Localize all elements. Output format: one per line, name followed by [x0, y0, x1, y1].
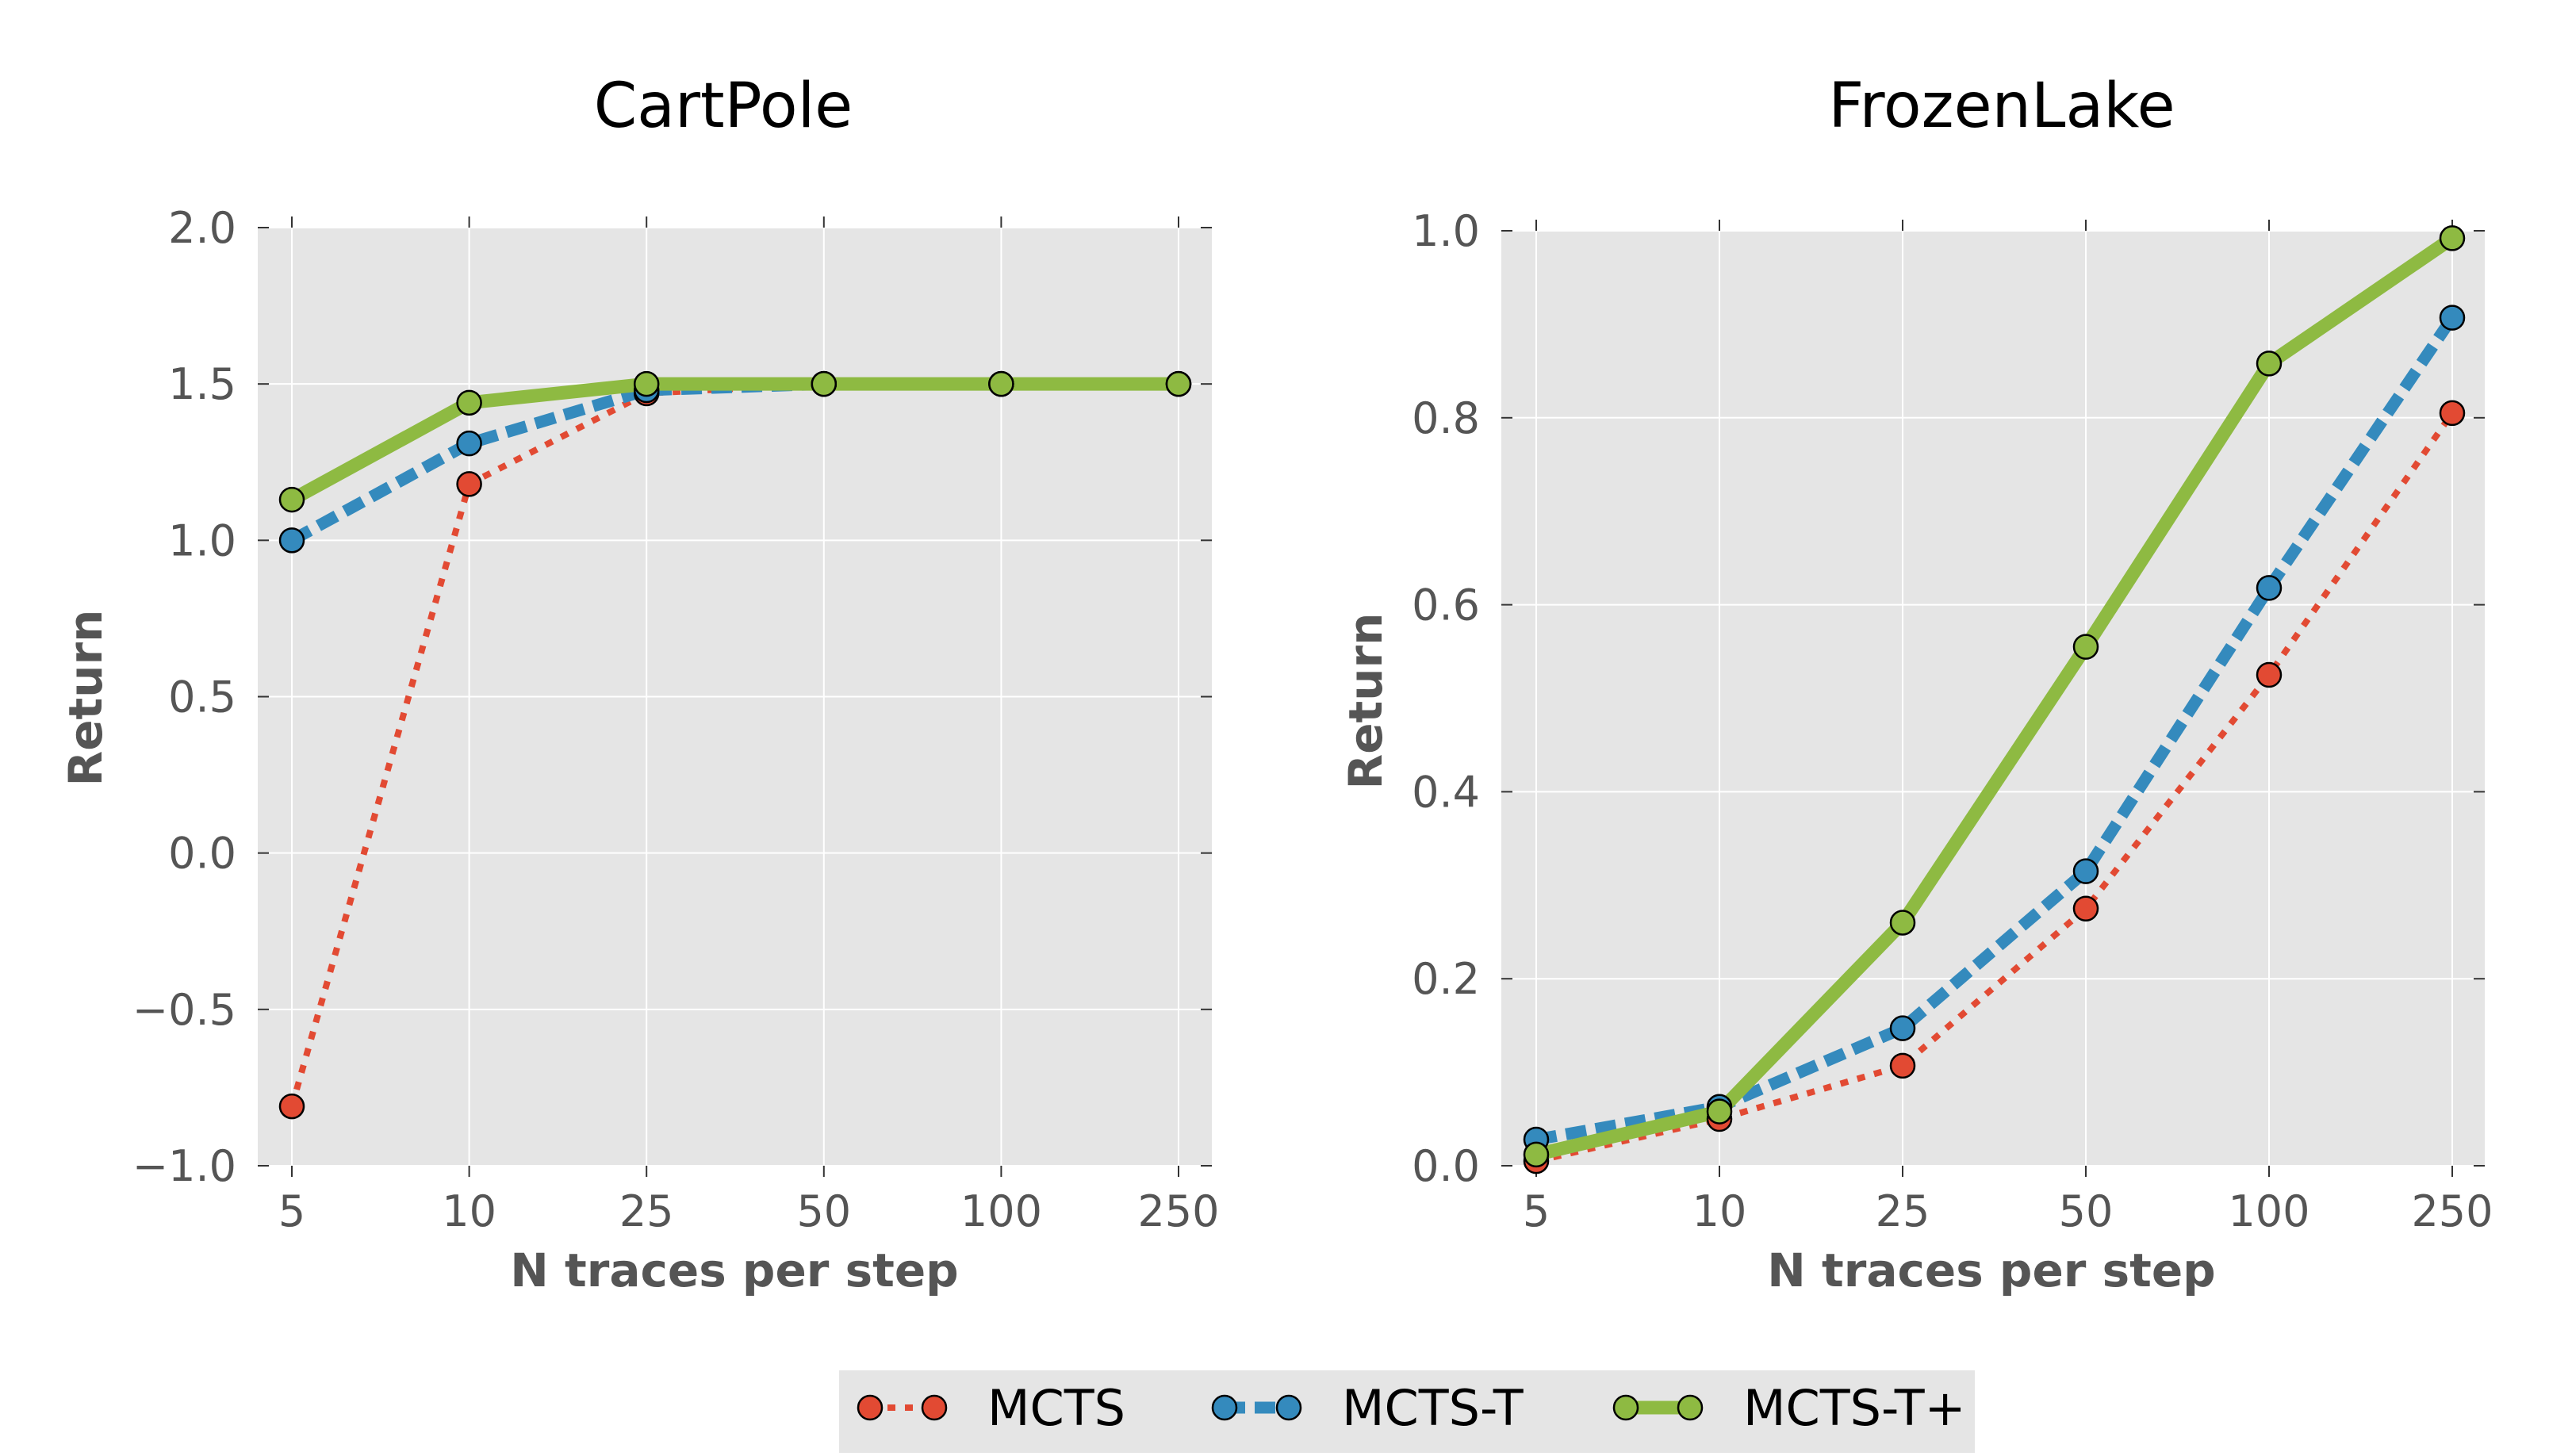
data-point-mcts-t [2439, 305, 2466, 331]
data-point-mcts-t [1889, 1015, 1916, 1041]
series-line-mcts-t-plus [288, 377, 1179, 506]
data-point-mcts [278, 1093, 305, 1120]
legend-label-mcts-t: MCTS-T [1342, 1379, 1524, 1437]
grid-lines [1501, 230, 2485, 1167]
data-point-mcts-t-plus [456, 389, 482, 416]
data-point-mcts-t-plus [2256, 351, 2283, 377]
legend-marker-mcts [857, 1394, 884, 1421]
y-tick-label: −0.5 [132, 985, 236, 1035]
data-point-mcts-t-plus [2439, 225, 2466, 251]
legend: MCTS MCTS-T MCTS-T+ [839, 1370, 1975, 1453]
data-point-mcts-t-plus [1889, 910, 1916, 936]
x-axis-label: N traces per step [510, 1243, 958, 1297]
x-tick-label: 10 [442, 1186, 496, 1236]
data-point-mcts-t [456, 430, 482, 457]
data-point-mcts-t [2256, 575, 2283, 601]
data-point-mcts-t [278, 527, 305, 554]
y-tick-label: 0.6 [1412, 580, 1480, 630]
y-axis-label: Return [59, 610, 113, 787]
x-tick-labels: 5 10 25 50 100 250 [278, 1186, 1220, 1236]
data-point-mcts-t-plus [2072, 634, 2099, 660]
x-tick-label: 25 [1876, 1186, 1930, 1236]
plot-area [1501, 231, 2485, 1166]
y-tick-label: 1.0 [168, 515, 236, 565]
y-axis-label: Return [1339, 613, 1393, 790]
data-point-mcts-t-plus [811, 370, 838, 397]
series-lines [288, 377, 1179, 1108]
data-point-mcts-t [2072, 858, 2099, 884]
x-tick-labels: 5 10 25 50 100 250 [1523, 1186, 2493, 1236]
x-tick-label: 5 [278, 1186, 305, 1236]
series-points [278, 370, 1192, 1120]
x-tick-label: 5 [1523, 1186, 1550, 1236]
data-point-mcts [1889, 1052, 1916, 1079]
y-tick-label: 0.8 [1412, 393, 1480, 443]
y-tick-label: 0.0 [168, 829, 236, 879]
legend-label-mcts: MCTS [987, 1379, 1125, 1437]
series-points [1523, 225, 2466, 1174]
y-tick-label: 2.0 [168, 203, 236, 253]
legend-marker-mcts-t [1275, 1394, 1302, 1421]
frozenlake-chart: FrozenLake 1.0 0.8 0.6 0.4 0.2 0.0 5 10 25 50 100… [1339, 71, 2493, 1297]
x-tick-label: 10 [1692, 1186, 1747, 1236]
data-point-mcts [2256, 661, 2283, 688]
legend-marker-mcts-t-plus [1612, 1394, 1639, 1421]
data-point-mcts [2439, 400, 2466, 427]
legend-marker-mcts-t [1211, 1394, 1238, 1421]
legend-marker-mcts [921, 1394, 948, 1421]
cartpole-chart: CartPole 2.0 1.5 1.0 0.5 0.0 −0.5 −1.0 5 10 25 50… [59, 71, 1220, 1297]
legend-marker-mcts-t-plus [1677, 1394, 1704, 1421]
legend-entry-mcts: MCTS [857, 1379, 1125, 1437]
y-tick-label: 1.5 [168, 359, 236, 409]
x-tick-label: 50 [796, 1186, 851, 1236]
y-tick-labels: 2.0 1.5 1.0 0.5 0.0 −0.5 −1.0 [132, 203, 236, 1191]
x-axis-label: N traces per step [1767, 1243, 2215, 1297]
y-tick-label: −1.0 [132, 1141, 236, 1191]
y-tick-label: 0.0 [1412, 1141, 1480, 1191]
data-point-mcts [456, 471, 482, 497]
chart-title: CartPole [594, 71, 853, 142]
data-point-mcts-t-plus [278, 486, 305, 513]
x-tick-label: 25 [619, 1186, 674, 1236]
y-tick-labels: 1.0 0.8 0.6 0.4 0.2 0.0 [1412, 206, 1480, 1191]
legend-entry-mcts-t: MCTS-T [1211, 1379, 1524, 1437]
x-tick-label: 250 [1137, 1186, 1219, 1236]
data-point-mcts-t-plus [1706, 1098, 1733, 1125]
data-point-mcts-t-plus [1165, 370, 1192, 397]
tick-marks [258, 216, 1212, 1177]
y-tick-label: 0.4 [1412, 767, 1480, 817]
x-tick-label: 100 [960, 1186, 1042, 1236]
x-tick-label: 250 [2411, 1186, 2493, 1236]
data-point-mcts-t-plus [633, 370, 660, 397]
series-lines [1535, 232, 2458, 1165]
legend-label-mcts-t-plus: MCTS-T+ [1743, 1379, 1966, 1437]
y-tick-label: 1.0 [1412, 206, 1480, 256]
y-tick-label: 0.5 [168, 672, 236, 722]
data-point-mcts [2072, 895, 2099, 922]
chart-title: FrozenLake [1828, 71, 2175, 142]
series-line-mcts-t-plus [1535, 232, 2456, 1162]
y-tick-label: 0.2 [1412, 954, 1480, 1004]
x-tick-label: 50 [2059, 1186, 2114, 1236]
data-point-mcts-t-plus [1523, 1141, 1550, 1168]
data-point-mcts-t-plus [988, 370, 1014, 397]
legend-box [839, 1370, 1975, 1453]
legend-entry-mcts-t-plus: MCTS-T+ [1612, 1379, 1966, 1437]
x-tick-label: 100 [2228, 1186, 2309, 1236]
